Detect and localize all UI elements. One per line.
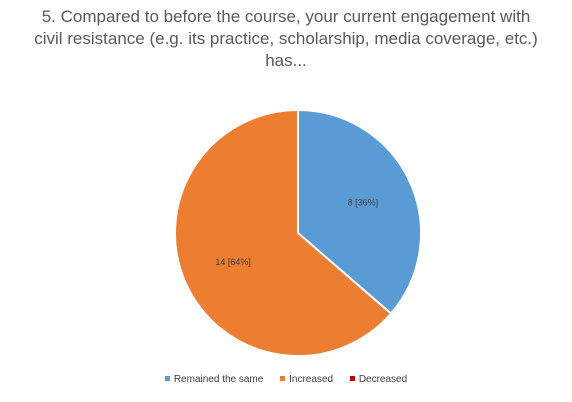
legend-label-remained-the-same: Remained the same <box>173 374 264 385</box>
chart-title-line-2: civil resistance (e.g. its practice, sch… <box>34 29 538 48</box>
legend-label-decreased: Decreased <box>358 374 408 385</box>
legend-swatch-increased <box>280 376 286 381</box>
chart-title: 5. Compared to before the course, your c… <box>10 6 562 72</box>
chart-legend: Remained the same Increased Decreased <box>0 374 572 385</box>
legend-swatch-remained-the-same <box>164 376 170 381</box>
pie-slice-increased <box>174 109 392 357</box>
legend-swatch-decreased <box>349 376 355 381</box>
chart-title-line-3: has... <box>265 51 307 70</box>
pie-slice-remained-the-same <box>297 109 422 315</box>
legend-label-increased: Increased <box>289 374 334 385</box>
data-label-remained-the-same: 8 [36%] <box>348 198 379 208</box>
legend-item-decreased: Decreased <box>349 374 408 385</box>
chart-title-line-1: 5. Compared to before the course, your c… <box>41 7 531 26</box>
data-label-increased: 14 [64%] <box>215 257 251 267</box>
legend-item-remained-the-same: Remained the same <box>164 374 264 385</box>
legend-item-increased: Increased <box>280 374 333 385</box>
